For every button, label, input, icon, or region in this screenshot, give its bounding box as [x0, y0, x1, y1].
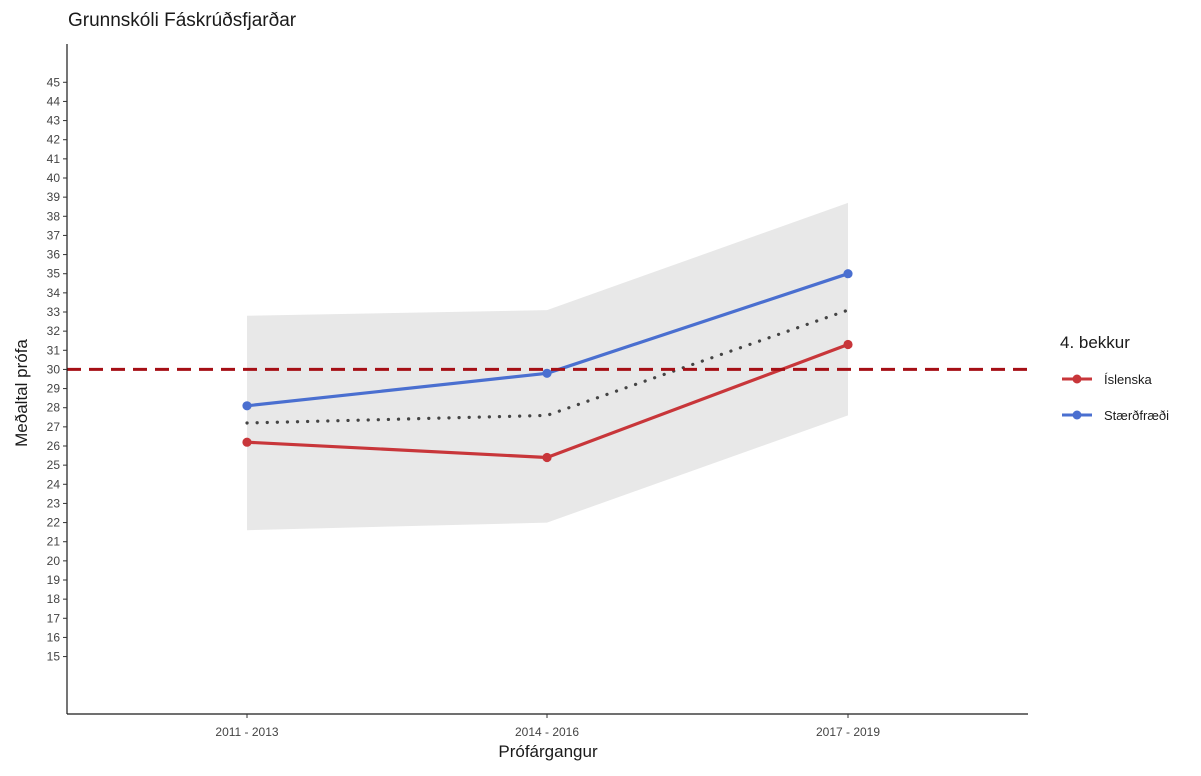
- data-point-islenska: [242, 437, 252, 447]
- x-axis-title: Prófárgangur: [498, 742, 598, 761]
- y-tick-label: 39: [47, 190, 61, 204]
- y-tick-label: 22: [47, 516, 61, 530]
- y-tick-label: 21: [47, 535, 61, 549]
- y-tick-label: 41: [47, 152, 61, 166]
- y-tick-label: 16: [47, 630, 61, 644]
- y-tick-label: 34: [47, 286, 61, 300]
- y-tick-label: 26: [47, 439, 61, 453]
- y-tick-label: 20: [47, 554, 61, 568]
- confidence-band: [247, 202, 848, 531]
- y-tick-label: 17: [47, 611, 61, 625]
- data-point-staerdfraedi: [542, 368, 552, 378]
- chart-title: Grunnskóli Fáskrúðsfjarðar: [68, 10, 297, 31]
- y-tick-label: 38: [47, 209, 61, 223]
- legend-point-staerdfraedi: [1072, 410, 1082, 420]
- y-tick-label: 45: [47, 75, 61, 89]
- legend-label-islenska: Íslenska: [1104, 372, 1152, 387]
- legend-label-staerdfraedi: Stærðfræði: [1104, 408, 1169, 423]
- y-tick-label: 18: [47, 592, 61, 606]
- y-tick-label: 37: [47, 228, 61, 242]
- x-tick-label: 2017 - 2019: [816, 725, 880, 739]
- y-tick-label: 30: [47, 362, 61, 376]
- y-tick-label: 43: [47, 114, 61, 128]
- y-tick-label: 29: [47, 382, 61, 396]
- y-tick-label: 40: [47, 171, 61, 185]
- y-tick-label: 28: [47, 401, 61, 415]
- legend: 4. bekkur Íslenska Stærðfræði: [1060, 333, 1169, 423]
- y-tick-label: 35: [47, 267, 61, 281]
- average-dotted-line: [245, 308, 850, 425]
- y-tick-label: 33: [47, 305, 61, 319]
- data-point-staerdfraedi: [242, 401, 252, 411]
- data-point-staerdfraedi: [843, 269, 853, 279]
- y-tick-label: 36: [47, 248, 61, 262]
- x-tick-label: 2011 - 2013: [215, 725, 278, 739]
- legend-title: 4. bekkur: [1060, 333, 1130, 352]
- y-tick-label: 23: [47, 496, 61, 510]
- y-tick-label: 44: [47, 94, 61, 108]
- y-tick-label: 19: [47, 573, 61, 587]
- y-tick-label: 32: [47, 324, 61, 338]
- y-tick-label: 25: [47, 458, 61, 472]
- y-tick-label: 15: [47, 650, 61, 664]
- data-point-islenska: [843, 339, 853, 350]
- y-tick-label: 42: [47, 133, 61, 147]
- y-tick-label: 31: [47, 343, 61, 357]
- data-point-islenska: [542, 452, 552, 463]
- y-axis-title: Meðaltal prófa: [12, 339, 31, 447]
- x-tick-label: 2014 - 2016: [515, 725, 579, 739]
- legend-point-islenska: [1072, 374, 1082, 384]
- axes: 15 16 17 18 19 20 21 22 23 24 25 26 27 28 29 30 31 32 33 34…: [47, 44, 1028, 739]
- y-tick-label: 27: [47, 420, 61, 434]
- y-tick-label: 24: [47, 477, 61, 491]
- plot-area: [67, 202, 1028, 531]
